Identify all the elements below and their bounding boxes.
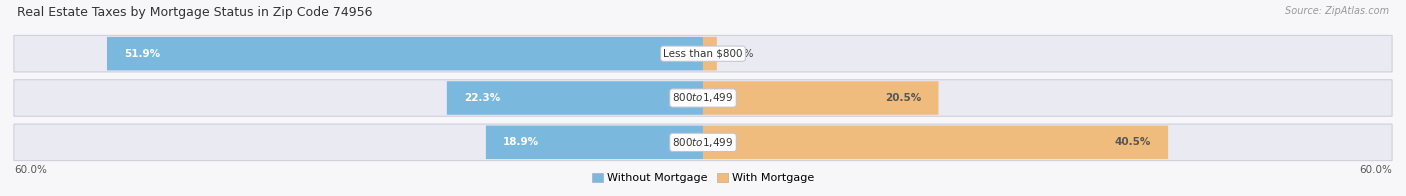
FancyBboxPatch shape [447,81,703,115]
Text: 51.9%: 51.9% [124,49,160,59]
FancyBboxPatch shape [14,124,1392,161]
FancyBboxPatch shape [486,126,703,159]
Text: $800 to $1,499: $800 to $1,499 [672,136,734,149]
Text: 20.5%: 20.5% [884,93,921,103]
Text: 1.2%: 1.2% [728,49,755,59]
Text: 18.9%: 18.9% [503,137,540,147]
Text: Source: ZipAtlas.com: Source: ZipAtlas.com [1285,6,1389,16]
Text: Real Estate Taxes by Mortgage Status in Zip Code 74956: Real Estate Taxes by Mortgage Status in … [17,6,373,19]
FancyBboxPatch shape [703,37,717,70]
Text: 22.3%: 22.3% [464,93,501,103]
Text: 60.0%: 60.0% [1360,165,1392,175]
FancyBboxPatch shape [14,35,1392,72]
Legend: Without Mortgage, With Mortgage: Without Mortgage, With Mortgage [588,169,818,188]
Text: 60.0%: 60.0% [14,165,46,175]
FancyBboxPatch shape [703,81,938,115]
Text: 40.5%: 40.5% [1115,137,1152,147]
Text: Less than $800: Less than $800 [664,49,742,59]
FancyBboxPatch shape [14,80,1392,116]
Text: $800 to $1,499: $800 to $1,499 [672,92,734,104]
FancyBboxPatch shape [107,37,703,70]
FancyBboxPatch shape [703,126,1168,159]
